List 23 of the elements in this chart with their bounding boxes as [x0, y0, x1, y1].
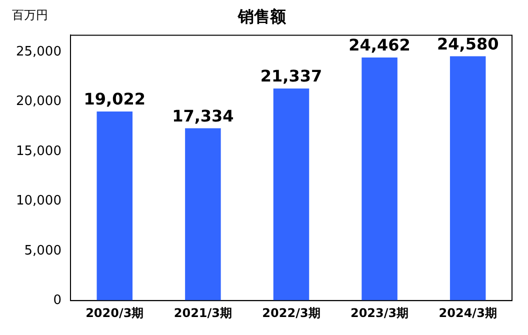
y-tick-label: 25,000: [16, 44, 62, 60]
data-label: 17,334: [172, 106, 234, 126]
x-tick-label: 2024/3期: [438, 306, 497, 320]
x-tick-label: 2022/3期: [262, 306, 320, 320]
data-label: 19,022: [84, 90, 146, 109]
data-label: 24,580: [436, 34, 499, 54]
x-tick-label: 2020/3期: [86, 306, 144, 320]
data-label: 21,337: [260, 66, 322, 86]
bar: [273, 88, 310, 301]
data-label: 24,462: [348, 36, 410, 55]
bar: [450, 56, 486, 301]
y-tick-label: 0: [53, 292, 62, 308]
x-tick-label: 2023/3期: [350, 306, 409, 320]
y-tick-label: 10,000: [16, 194, 62, 209]
chart-title: 销售额: [237, 6, 287, 26]
y-axis-title: 百万円: [12, 8, 48, 22]
bar: [362, 57, 398, 301]
bar: [185, 128, 221, 301]
y-tick-label: 15,000: [16, 144, 62, 159]
y-tick-label: 5,000: [24, 243, 62, 258]
bar: [96, 112, 133, 301]
x-tick-label: 2021/3期: [174, 306, 232, 320]
y-tick-label: 20,000: [16, 94, 62, 110]
